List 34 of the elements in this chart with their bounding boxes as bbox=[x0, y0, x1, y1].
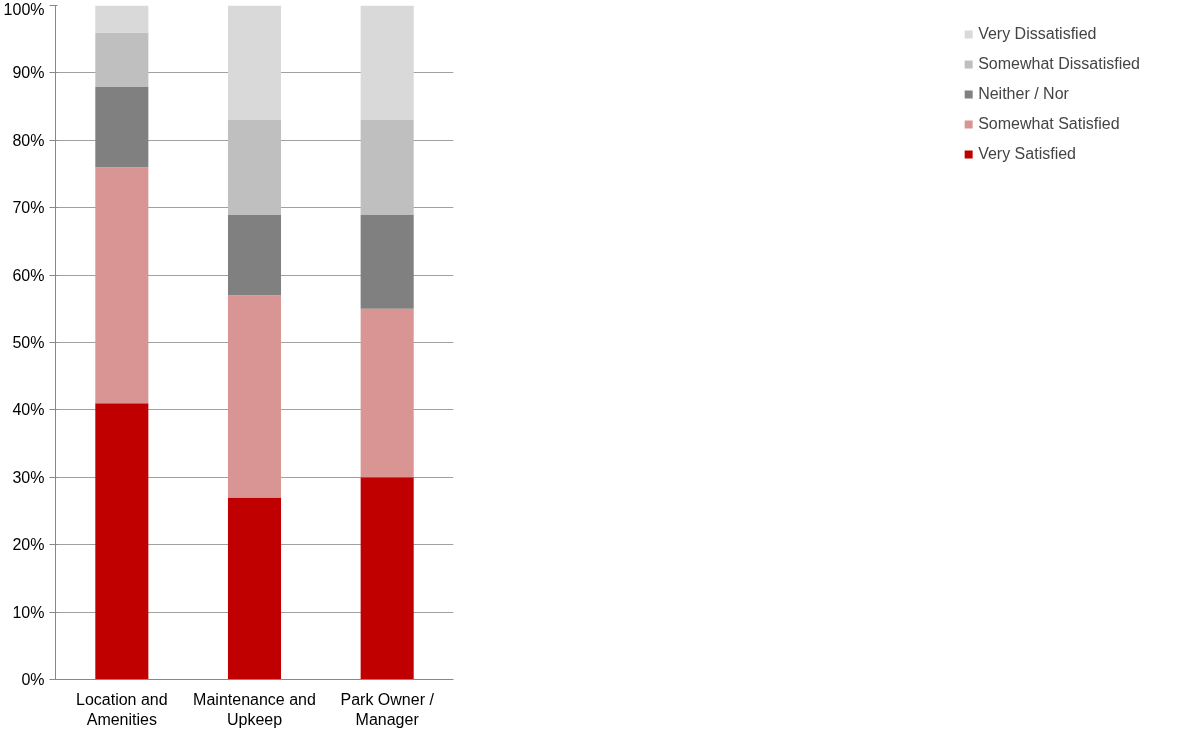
bar bbox=[227, 214, 282, 296]
bar bbox=[95, 32, 149, 87]
y-tick-label: 20% bbox=[12, 536, 45, 554]
y-tick-label: 50% bbox=[12, 334, 45, 351]
bar bbox=[360, 5, 414, 121]
x-tick-label: Park Owner / Manager bbox=[340, 690, 435, 728]
bar bbox=[227, 295, 282, 498]
y-tick-label: 80% bbox=[12, 131, 45, 149]
bar bbox=[360, 308, 414, 478]
legend-label: Very Satisfied bbox=[978, 145, 1076, 163]
bar bbox=[360, 477, 414, 680]
legend-label: Very Dissatisfied bbox=[978, 25, 1097, 43]
bar bbox=[227, 120, 282, 215]
bar bbox=[360, 214, 414, 309]
legend-label: Somewhat Dissatisfied bbox=[978, 55, 1140, 73]
legend-label: Neither / Nor bbox=[978, 85, 1069, 103]
y-tick-label: 70% bbox=[12, 199, 45, 217]
y-tick-label: 40% bbox=[12, 401, 45, 419]
bar bbox=[95, 167, 149, 404]
x-tick-label: Maintenance and Upkeep bbox=[193, 690, 316, 728]
y-tick-label: 90% bbox=[12, 64, 45, 82]
y-tick-label: 100% bbox=[3, 0, 45, 18]
y-tick-label: 30% bbox=[12, 468, 45, 486]
y-tick-label: 0% bbox=[21, 671, 45, 688]
bar bbox=[227, 5, 282, 121]
legend-label: Somewhat Satisfied bbox=[978, 115, 1120, 133]
x-tick-label: Location and Amenities bbox=[76, 690, 168, 728]
y-tick-label: 10% bbox=[12, 603, 45, 621]
y-tick-label: 60% bbox=[12, 266, 45, 284]
bar bbox=[227, 497, 282, 680]
bar bbox=[360, 120, 414, 215]
bar bbox=[95, 86, 149, 168]
bar bbox=[95, 5, 149, 33]
bar bbox=[95, 403, 149, 680]
